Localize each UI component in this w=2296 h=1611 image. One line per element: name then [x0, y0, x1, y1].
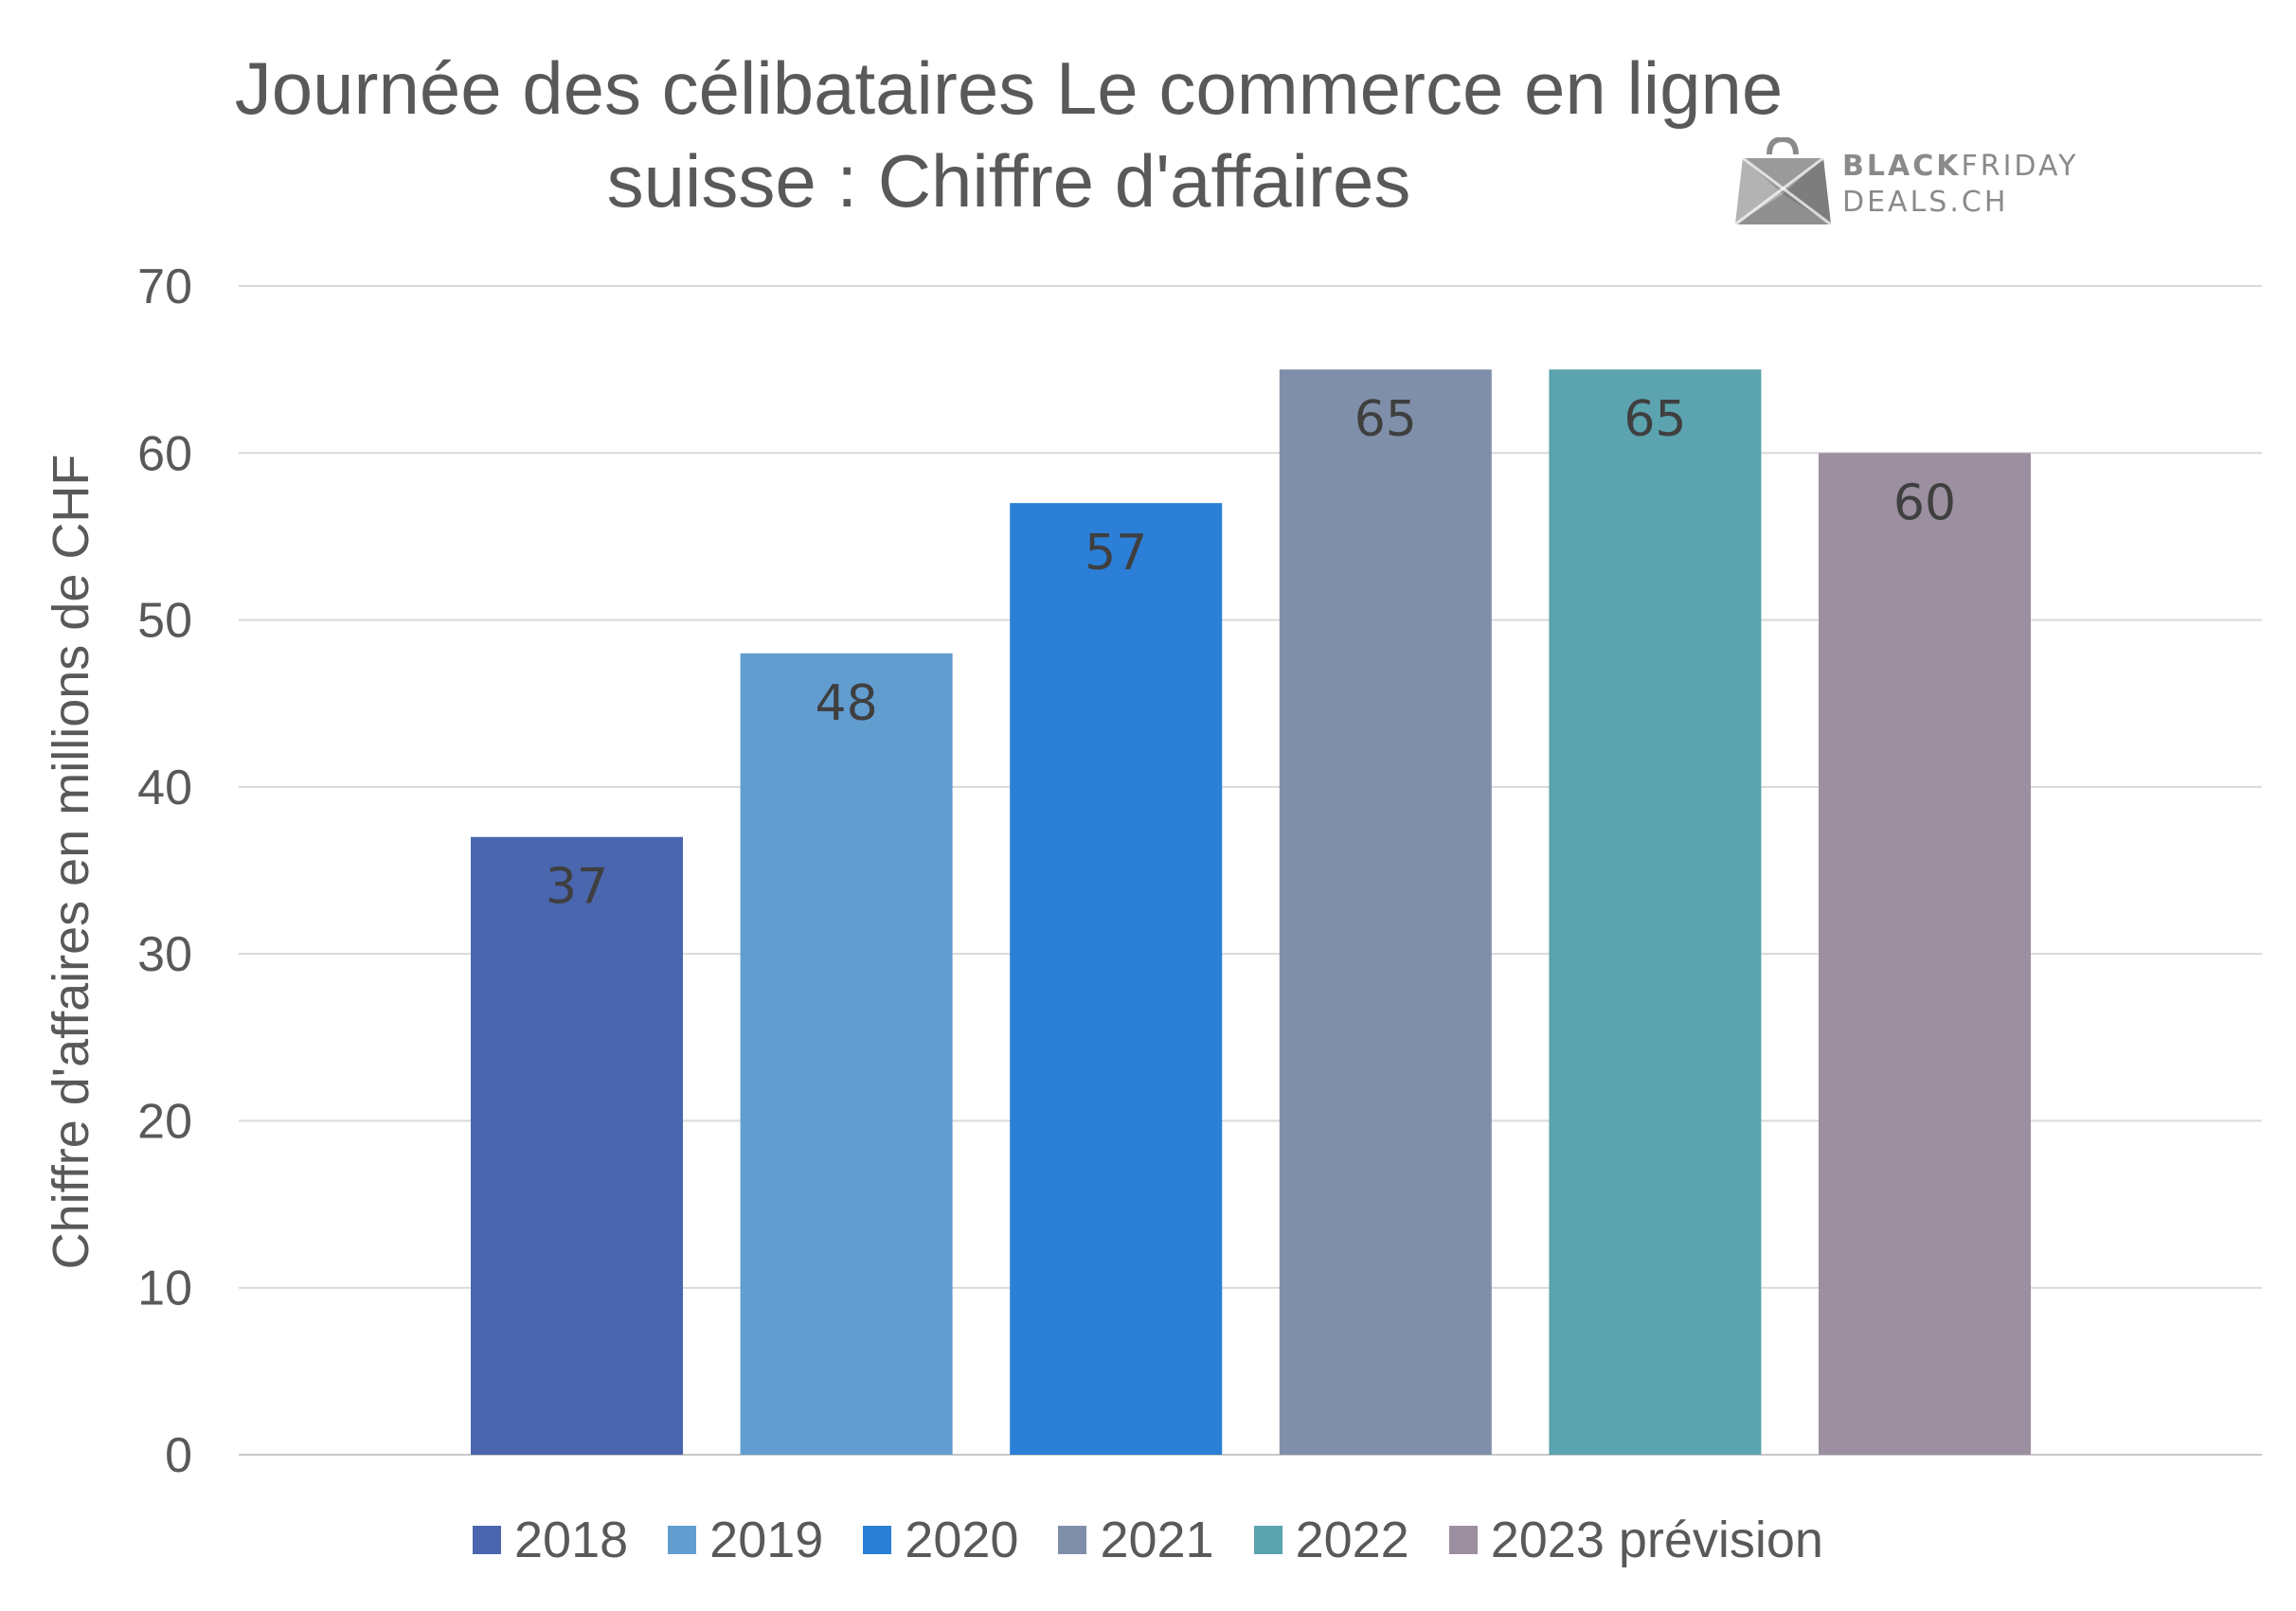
legend-swatch — [473, 1526, 502, 1554]
bar-2019 — [740, 653, 953, 1455]
data-label: 57 — [1085, 525, 1147, 582]
legend-label: 2018 — [514, 1512, 629, 1568]
legend-label: 2019 — [709, 1512, 824, 1568]
data-label: 37 — [546, 859, 608, 916]
bar-2023 — [1819, 453, 2031, 1456]
legend-swatch — [1253, 1526, 1283, 1554]
legend-item: 2020 — [863, 1511, 1018, 1569]
legend-label: 2021 — [1100, 1512, 1214, 1568]
legend-item: 2019 — [668, 1511, 823, 1569]
bar-2020 — [1010, 503, 1223, 1455]
legend-label: 2020 — [905, 1512, 1019, 1568]
bar-2022 — [1549, 369, 1762, 1456]
legend-swatch — [1058, 1526, 1087, 1554]
logo-text-black: BLACK — [1842, 150, 1962, 183]
data-label: 65 — [1354, 391, 1417, 448]
legend-item: 2022 — [1253, 1511, 1409, 1569]
chart-legend: 2018 2019 2020 2021 2022 2023 prévision — [0, 1511, 2296, 1569]
logo-text-deals: DEALS.CH — [1842, 186, 2009, 219]
y-tick-label: 60 — [137, 426, 192, 481]
legend-label: 2022 — [1295, 1512, 1409, 1568]
legend-swatch — [1448, 1526, 1478, 1554]
logo-text-friday: FRIDAY — [1961, 150, 2079, 183]
black-friday-deals-logo: BLACKFRIDAY DEALS.CH — [1733, 135, 2103, 227]
y-tick-label: 0 — [165, 1428, 192, 1483]
legend-item: 2021 — [1058, 1511, 1214, 1569]
legend-item: 2023 prévision — [1448, 1511, 1823, 1569]
data-label: 48 — [816, 675, 878, 732]
bar-2021 — [1279, 369, 1492, 1456]
shopping-bag-icon — [1734, 135, 1832, 226]
legend-swatch — [863, 1526, 892, 1554]
bar-2018 — [471, 836, 683, 1455]
legend-item: 2018 — [473, 1511, 628, 1569]
y-tick-label: 10 — [137, 1262, 192, 1316]
data-label: 60 — [1893, 474, 1956, 531]
y-tick-label: 50 — [137, 594, 192, 649]
chart-title-line-2: suisse : Chiffre d'affaires — [606, 139, 1411, 223]
chart-title: Journée des célibataires Le commerce en … — [0, 42, 2018, 227]
legend-swatch — [668, 1526, 697, 1554]
y-tick-label: 30 — [137, 927, 192, 982]
y-tick-label: 40 — [137, 761, 192, 815]
chart-title-line-1: Journée des célibataires Le commerce en … — [234, 46, 1784, 130]
y-tick-label: 70 — [137, 260, 192, 314]
data-label: 65 — [1623, 391, 1686, 448]
y-tick-label: 20 — [137, 1094, 192, 1149]
legend-label: 2023 prévision — [1490, 1512, 1823, 1568]
